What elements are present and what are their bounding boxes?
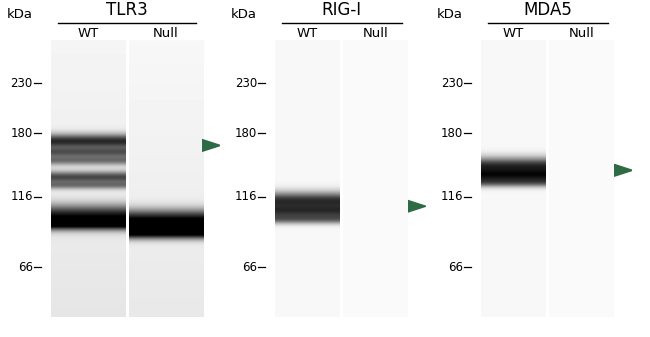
Text: 180: 180 bbox=[235, 126, 257, 140]
Text: 116: 116 bbox=[441, 190, 463, 203]
Text: 66: 66 bbox=[18, 261, 32, 274]
Text: 230: 230 bbox=[441, 77, 463, 90]
Text: TLR3: TLR3 bbox=[106, 1, 148, 19]
Polygon shape bbox=[408, 200, 426, 212]
Text: 230: 230 bbox=[10, 77, 32, 90]
Polygon shape bbox=[202, 140, 220, 151]
Text: kDa: kDa bbox=[6, 8, 32, 21]
Text: MDA5: MDA5 bbox=[523, 1, 572, 19]
Text: 180: 180 bbox=[441, 126, 463, 140]
Polygon shape bbox=[614, 164, 632, 176]
Text: kDa: kDa bbox=[437, 8, 463, 21]
Text: Null: Null bbox=[363, 27, 389, 40]
Text: 230: 230 bbox=[235, 77, 257, 90]
Text: RIG-I: RIG-I bbox=[322, 1, 361, 19]
Text: Null: Null bbox=[153, 27, 179, 40]
Text: 66: 66 bbox=[242, 261, 257, 274]
Text: 116: 116 bbox=[10, 190, 32, 203]
Text: WT: WT bbox=[297, 27, 318, 40]
Text: 66: 66 bbox=[448, 261, 463, 274]
Text: 116: 116 bbox=[235, 190, 257, 203]
Text: WT: WT bbox=[503, 27, 524, 40]
Text: 180: 180 bbox=[10, 126, 32, 140]
Text: Null: Null bbox=[569, 27, 595, 40]
Text: kDa: kDa bbox=[231, 8, 257, 21]
Text: WT: WT bbox=[77, 27, 99, 40]
